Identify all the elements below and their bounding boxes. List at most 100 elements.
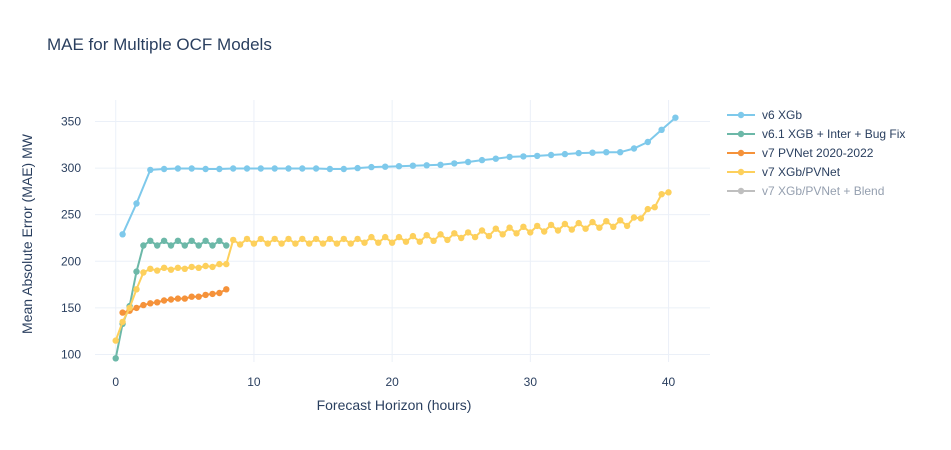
- data-point: [444, 236, 451, 244]
- data-point: [527, 229, 534, 236]
- data-point: [230, 165, 237, 172]
- legend-label: v6 XGb: [762, 108, 802, 122]
- data-point: [133, 304, 140, 312]
- data-point: [395, 163, 403, 170]
- data-point: [209, 263, 216, 271]
- legend-marker-swatch: [737, 149, 745, 157]
- data-point: [181, 295, 188, 302]
- series-line: [121, 116, 677, 235]
- data-point: [160, 264, 168, 271]
- data-point: [133, 268, 140, 275]
- data-point: [347, 240, 354, 247]
- data-point: [458, 234, 465, 242]
- data-point: [416, 238, 423, 245]
- x-tick-label: 40: [662, 375, 676, 389]
- data-point: [423, 162, 430, 169]
- legend-item[interactable]: v6 XGb: [727, 108, 802, 122]
- data-point: [147, 166, 154, 174]
- legend-label: v7 XGb/PVNet + Blend: [762, 184, 884, 198]
- data-point: [492, 225, 499, 232]
- data-point: [312, 165, 320, 172]
- data-point: [160, 237, 168, 244]
- data-point: [603, 218, 610, 225]
- data-point: [672, 114, 679, 121]
- data-point: [188, 237, 195, 244]
- data-point: [596, 224, 603, 231]
- data-point: [382, 163, 389, 170]
- data-point: [285, 165, 292, 172]
- data-point: [354, 235, 361, 243]
- data-point: [140, 301, 147, 309]
- y-axis-title: Mean Absolute Error (MAE) MW: [19, 133, 35, 334]
- series-2: [119, 286, 230, 316]
- data-point: [202, 291, 209, 299]
- data-point: [499, 231, 506, 238]
- legend-item[interactable]: v7 XGb/PVNet + Blend: [727, 184, 884, 198]
- data-point: [402, 238, 410, 245]
- data-point: [617, 149, 624, 156]
- data-point: [506, 153, 513, 161]
- data-point: [188, 165, 195, 172]
- data-point: [589, 218, 596, 226]
- legend-item[interactable]: v6.1 XGB + Inter + Bug Fix: [727, 127, 905, 141]
- data-point: [147, 237, 154, 244]
- data-point: [216, 165, 223, 173]
- legend-marker-swatch: [737, 130, 745, 138]
- series-3: [112, 189, 672, 344]
- data-point: [485, 232, 493, 240]
- data-point: [181, 242, 188, 249]
- data-point: [112, 355, 119, 362]
- data-point: [506, 224, 513, 231]
- series-0: [119, 114, 679, 238]
- data-point: [437, 231, 444, 238]
- data-point: [319, 240, 327, 247]
- data-point: [160, 297, 168, 304]
- data-point: [464, 158, 472, 166]
- data-point: [160, 165, 168, 173]
- data-point: [354, 164, 361, 172]
- data-point: [188, 293, 195, 300]
- data-point: [423, 232, 430, 239]
- data-point: [174, 295, 182, 302]
- x-axis-ticks: 0 10 20 30 40: [112, 375, 675, 389]
- data-point: [547, 151, 555, 159]
- data-point: [630, 145, 638, 152]
- data-point: [610, 223, 617, 230]
- data-point: [623, 222, 631, 230]
- data-point: [630, 214, 638, 221]
- data-point: [299, 235, 306, 243]
- data-point: [174, 237, 182, 244]
- legend-item[interactable]: v7 XGb/PVNet: [727, 165, 841, 179]
- legend[interactable]: v6 XGb v6.1 XGB + Inter + Bug Fix v7 PVNet…: [727, 108, 905, 198]
- data-point: [568, 226, 575, 233]
- legend-item[interactable]: v7 PVNet 2020-2022: [727, 146, 874, 160]
- data-point: [478, 227, 486, 234]
- data-point: [264, 240, 271, 247]
- data-point: [554, 227, 562, 234]
- y-axis-ticks: 100 150 200 250 300 350: [61, 114, 81, 361]
- data-point: [575, 149, 582, 157]
- data-point: [658, 191, 665, 198]
- data-point: [257, 165, 264, 172]
- x-tick-label: 10: [247, 375, 261, 389]
- data-point: [582, 225, 589, 232]
- legend-label: v7 XGb/PVNet: [762, 165, 841, 179]
- data-point: [575, 219, 582, 227]
- y-tick-label: 100: [61, 348, 81, 362]
- x-tick-label: 30: [524, 375, 538, 389]
- series-line: [122, 288, 227, 314]
- data-point: [513, 230, 520, 237]
- data-point: [181, 265, 188, 272]
- data-point: [617, 217, 624, 224]
- data-point: [119, 318, 126, 326]
- x-tick-label: 20: [385, 375, 399, 389]
- data-point: [188, 263, 195, 271]
- data-point: [167, 242, 175, 249]
- data-point: [147, 265, 154, 272]
- data-point: [271, 165, 278, 172]
- data-point: [154, 242, 161, 249]
- data-point: [603, 149, 610, 156]
- data-point: [223, 260, 230, 268]
- legend-label: v6.1 XGB + Inter + Bug Fix: [762, 127, 905, 141]
- data-point: [299, 165, 306, 172]
